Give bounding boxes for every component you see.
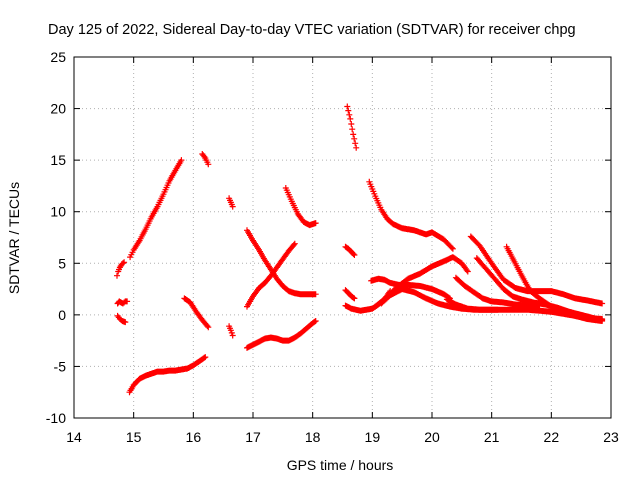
x-tick-label: 19	[365, 429, 381, 445]
marker-trace	[127, 157, 185, 261]
grid	[74, 57, 611, 418]
series-t6	[181, 295, 212, 331]
series-t18	[366, 178, 456, 252]
marker-trace	[503, 243, 606, 324]
series-t14	[344, 103, 360, 151]
marker-trace	[181, 295, 212, 331]
series-t1	[114, 259, 128, 279]
marker-trace	[244, 240, 298, 310]
marker-trace	[114, 298, 131, 307]
marker-trace	[366, 178, 456, 252]
y-tick-label: 0	[58, 307, 66, 323]
x-tick-label: 21	[484, 429, 500, 445]
x-tick-label: 15	[126, 429, 142, 445]
y-tick-label: 10	[50, 204, 66, 220]
series-t26	[503, 243, 606, 324]
plot-frame	[73, 56, 612, 419]
data-points	[114, 103, 606, 396]
y-tick-label: 20	[50, 101, 66, 117]
x-tick-label: 16	[186, 429, 202, 445]
series-t4	[127, 157, 185, 261]
marker-trace	[342, 243, 358, 258]
x-tick-label: 17	[245, 429, 261, 445]
marker-trace	[452, 274, 543, 309]
marker-trace	[282, 185, 319, 229]
chart-title: Day 125 of 2022, Sidereal Day-to-day VTE…	[48, 22, 576, 38]
series-t3	[114, 312, 129, 326]
marker-trace	[226, 323, 236, 339]
marker-trace	[199, 151, 212, 168]
series-t5	[126, 354, 209, 396]
series-t15	[342, 243, 358, 258]
series-t16	[342, 287, 358, 302]
y-tick-label: 25	[50, 49, 66, 65]
marker-trace	[344, 103, 360, 151]
marker-trace	[126, 354, 209, 396]
x-tick-label: 14	[66, 429, 82, 445]
x-tick-label: 20	[424, 429, 440, 445]
y-tick-label: 5	[58, 255, 66, 271]
marker-trace	[114, 259, 128, 279]
marker-trace	[114, 312, 129, 326]
marker-trace	[226, 195, 236, 210]
x-axis-label: GPS time / hours	[287, 457, 394, 473]
series-t23	[452, 274, 543, 309]
series-t13	[282, 185, 319, 229]
y-axis-label: SDTVAR / TECUs	[6, 182, 22, 294]
y-tick-label: -5	[54, 358, 67, 374]
y-tick-label: -10	[46, 410, 66, 426]
x-tick-label: 22	[544, 429, 560, 445]
marker-trace	[244, 227, 319, 298]
series-t11	[244, 240, 298, 310]
series-t9	[226, 323, 236, 339]
series-t2	[114, 298, 131, 307]
series-t10	[244, 227, 319, 298]
marker-trace	[244, 318, 319, 351]
series-t8	[226, 195, 236, 210]
axis-ticks: 14 15 16 17 18 19 20 21 22 23 -10 -5 0 5 10 15 20 25	[46, 49, 619, 445]
series-t12	[244, 318, 319, 351]
x-tick-label: 23	[603, 429, 619, 445]
y-tick-label: 15	[50, 152, 66, 168]
marker-trace	[342, 287, 358, 302]
series-t7	[199, 151, 212, 168]
x-tick-label: 18	[305, 429, 321, 445]
